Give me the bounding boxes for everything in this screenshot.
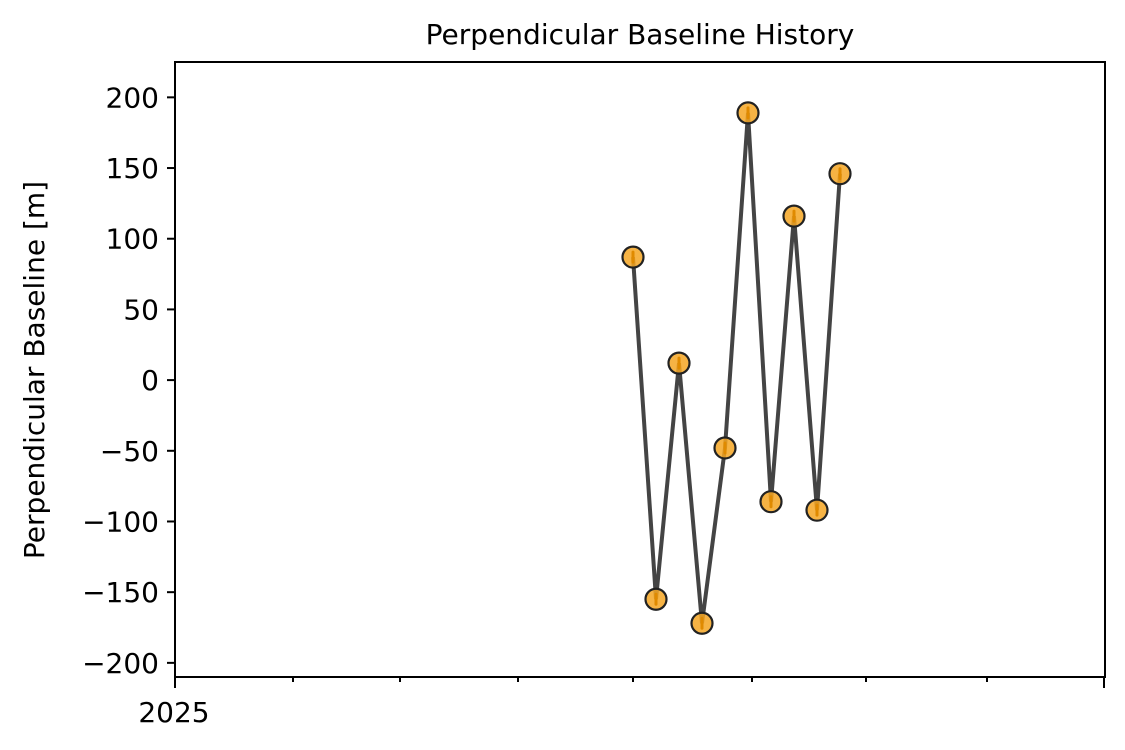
- series-line: [631, 112, 842, 624]
- y-axis-label: Perpendicular Baseline [m]: [18, 181, 51, 559]
- x-tick-label: 2025: [138, 696, 209, 729]
- y-tick-label: 200: [106, 81, 159, 114]
- y-tick-label: 0: [141, 364, 159, 397]
- chart-title: Perpendicular Baseline History: [426, 18, 855, 51]
- plot-area: [621, 101, 852, 635]
- y-tick-label: 100: [106, 223, 159, 256]
- y-tick-label: −100: [82, 505, 159, 538]
- y-tick-label: −50: [100, 435, 159, 468]
- y-tick-label: 50: [123, 293, 159, 326]
- y-tick-label: −200: [82, 647, 159, 680]
- y-tick-label: 150: [106, 152, 159, 185]
- y-tick-label: −150: [82, 576, 159, 609]
- plot-frame: [174, 61, 1106, 678]
